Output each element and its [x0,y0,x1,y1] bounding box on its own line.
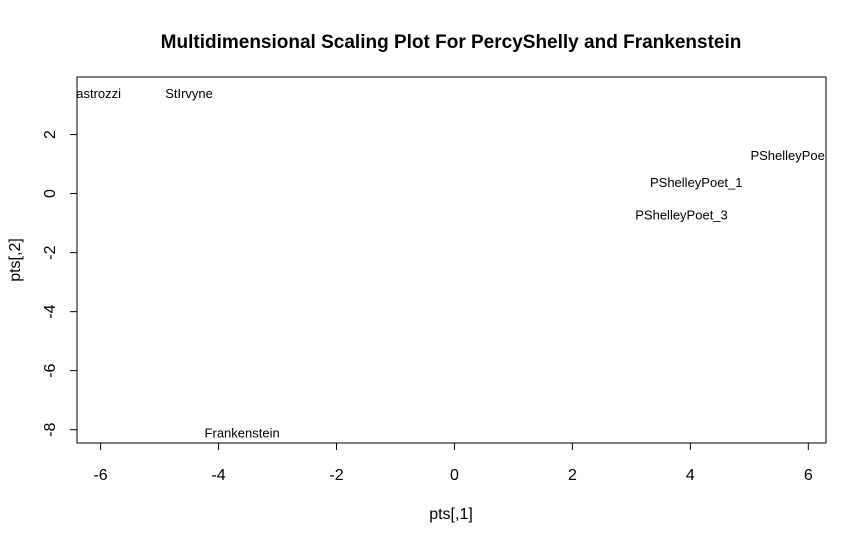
point-label: PShelleyPoe [750,148,824,163]
y-tick-label: -6 [42,363,59,377]
chart-title: Multidimensional Scaling Plot For PercyS… [161,32,742,53]
y-tick-label: -2 [42,245,59,259]
y-tick-label: 2 [42,130,59,139]
y-axis-label: pts[,2] [7,238,24,282]
plot-frame [76,76,827,444]
y-tick-label: -8 [42,423,59,437]
point-label: PShelleyPoet_3 [635,207,728,222]
x-tick-label: 2 [568,467,577,484]
x-tick-label: -2 [329,467,343,484]
y-tick-label: 0 [42,189,59,198]
x-axis: -6 -4 -2 0 2 4 6 [93,442,813,484]
y-axis: -8 -6 -4 -2 0 2 [42,130,78,437]
y-tick-label: -4 [42,304,59,318]
x-tick-label: 4 [686,467,695,484]
point-label: Frankenstein [205,426,280,441]
point-label: StIrvyne [165,86,213,101]
x-tick-label: -6 [93,467,107,484]
point-label: PShelleyPoet_1 [650,175,743,190]
x-tick-label: -4 [211,467,225,484]
x-axis-label: pts[,1] [429,506,473,523]
x-tick-label: 0 [450,467,459,484]
point-labels: Zastrozzi StIrvyne PShelleyPoe PShelleyPoet… [68,86,825,441]
point-label: Zastrozzi [68,86,121,101]
x-tick-label: 6 [804,467,813,484]
